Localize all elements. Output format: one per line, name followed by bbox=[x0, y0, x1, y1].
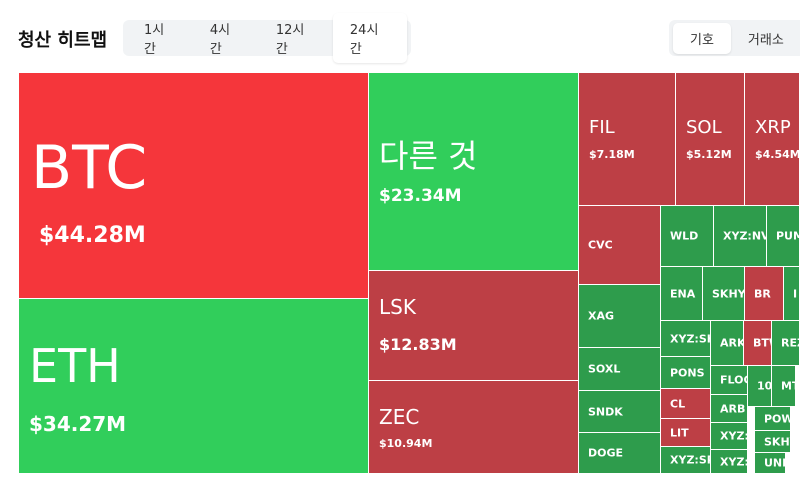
treemap-tile[interactable]: PUM bbox=[766, 205, 800, 267]
treemap-tile[interactable]: WLD bbox=[660, 205, 714, 267]
tile-label: LSK bbox=[379, 295, 416, 319]
treemap-tile[interactable]: SOL $5.12M bbox=[675, 72, 745, 206]
time-tab[interactable]: 4시간 bbox=[209, 23, 231, 57]
tile-label: ARB bbox=[720, 402, 746, 415]
treemap-tile[interactable]: BR bbox=[744, 266, 784, 321]
tile-label: SKHY bbox=[712, 287, 745, 300]
tile-label: BTC bbox=[31, 133, 148, 203]
treemap-tile[interactable]: XYZ:NV bbox=[713, 205, 767, 267]
treemap-tile[interactable]: MT bbox=[771, 365, 796, 407]
tile-label: POW bbox=[764, 412, 791, 425]
tile-label: MT bbox=[781, 379, 795, 393]
treemap-tile[interactable]: ZEC $10.94M bbox=[368, 380, 579, 474]
tile-label: 다른 것 bbox=[379, 137, 478, 175]
treemap-tile[interactable]: I bbox=[783, 266, 800, 321]
treemap-tile[interactable]: ETH $34.27M bbox=[18, 298, 369, 474]
tile-label: SNDK bbox=[588, 405, 623, 418]
tile-label: UNI bbox=[764, 456, 786, 470]
treemap-tile[interactable]: FLOC bbox=[710, 365, 748, 395]
group-toggle[interactable]: 기호 bbox=[673, 22, 731, 54]
treemap-tile[interactable]: CL bbox=[660, 388, 711, 419]
page-title: 청산 히트맵 bbox=[18, 30, 108, 51]
time-tab[interactable]: 12시간 bbox=[275, 23, 305, 57]
treemap-tile[interactable]: SKHY bbox=[702, 266, 745, 321]
tile-label: BTW bbox=[753, 336, 771, 350]
tile-label: PUM bbox=[776, 229, 799, 243]
treemap-tile[interactable]: XYZ:SP bbox=[660, 446, 711, 474]
tile-label: XYZ:SP bbox=[670, 453, 711, 467]
tile-label: BR bbox=[754, 287, 771, 300]
treemap-tile[interactable]: REZ bbox=[771, 320, 800, 366]
tile-label: XYZ:NV bbox=[723, 229, 767, 243]
treemap-tile[interactable]: LSK $12.83M bbox=[368, 270, 579, 381]
tile-label: CL bbox=[670, 397, 686, 410]
treemap-tile[interactable]: LIT bbox=[660, 418, 711, 447]
treemap-tile[interactable]: SOXL bbox=[578, 347, 661, 391]
tile-label: FLOC bbox=[720, 373, 747, 387]
tile-label: I bbox=[793, 287, 798, 300]
tile-label: REZ bbox=[781, 336, 799, 350]
treemap-tile[interactable]: XYZ: bbox=[710, 422, 748, 450]
tile-label: SOXL bbox=[588, 362, 621, 376]
tile-value: $7.18M bbox=[589, 148, 635, 161]
treemap-tile[interactable]: DOGE bbox=[578, 432, 661, 474]
time-tabs: 1시간 4시간 12시간 24시간 bbox=[123, 13, 411, 63]
treemap-tile[interactable]: CVC bbox=[578, 205, 661, 285]
tile-value: $10.94M bbox=[379, 437, 433, 450]
treemap-tile[interactable]: FIL $7.18M bbox=[578, 72, 676, 206]
tile-value: $34.27M bbox=[29, 412, 127, 436]
tile-label: 10 bbox=[757, 379, 772, 393]
tile-label: XRP bbox=[755, 117, 791, 138]
treemap-tile[interactable]: UNI bbox=[754, 452, 786, 474]
tile-label: ARK bbox=[720, 336, 744, 350]
treemap-tile[interactable]: 다른 것 $23.34M bbox=[368, 72, 579, 271]
tile-value: $12.83M bbox=[379, 335, 457, 354]
tile-label: SKHY bbox=[764, 435, 790, 448]
tile-label: PONS bbox=[670, 366, 705, 379]
treemap-tile[interactable]: 10 bbox=[747, 365, 772, 407]
tile-label: ENA bbox=[670, 287, 696, 300]
tile-label: DOGE bbox=[588, 446, 624, 460]
tile-value: $4.54M bbox=[755, 148, 800, 161]
time-tab[interactable]: 24시간 bbox=[332, 13, 407, 63]
treemap-tile[interactable]: XYZ: bbox=[710, 449, 748, 474]
time-tab[interactable]: 1시간 bbox=[144, 23, 165, 57]
tile-value: $44.28M bbox=[39, 223, 146, 248]
tile-label: ETH bbox=[29, 339, 121, 393]
treemap-tile[interactable]: BTW bbox=[743, 320, 772, 366]
group-toggle[interactable]: 거래소 bbox=[747, 32, 784, 48]
treemap-tile[interactable]: ARB bbox=[710, 394, 748, 423]
treemap-tile[interactable]: XYZ:SK bbox=[660, 320, 711, 357]
tile-label: LIT bbox=[670, 426, 689, 439]
treemap-tile[interactable]: POW bbox=[754, 406, 791, 431]
treemap-tile[interactable]: PONS bbox=[660, 356, 711, 389]
tile-label: XYZ:SK bbox=[670, 332, 711, 345]
tile-label: XYZ: bbox=[720, 455, 748, 468]
tile-label: CVC bbox=[588, 238, 613, 252]
tile-label: XAG bbox=[588, 309, 615, 323]
tile-label: XYZ: bbox=[720, 429, 748, 443]
treemap-tile[interactable]: ENA bbox=[660, 266, 703, 321]
tile-label: SOL bbox=[686, 117, 722, 138]
tile-label: FIL bbox=[589, 117, 615, 138]
treemap-tile[interactable]: ARK bbox=[710, 320, 744, 366]
treemap-tile[interactable]: XRP $4.54M bbox=[744, 72, 800, 206]
treemap-tile[interactable]: XAG bbox=[578, 284, 661, 348]
treemap-tile[interactable]: BTC $44.28M bbox=[18, 72, 369, 299]
tile-value: $23.34M bbox=[379, 186, 462, 206]
tile-value: $5.12M bbox=[686, 148, 732, 161]
group-toggles: 기호 거래소 bbox=[669, 20, 800, 56]
tile-label: ZEC bbox=[379, 405, 420, 429]
tile-label: WLD bbox=[670, 229, 699, 243]
treemap-tile[interactable]: SNDK bbox=[578, 390, 661, 433]
treemap-tile[interactable]: SKHY bbox=[754, 430, 791, 453]
